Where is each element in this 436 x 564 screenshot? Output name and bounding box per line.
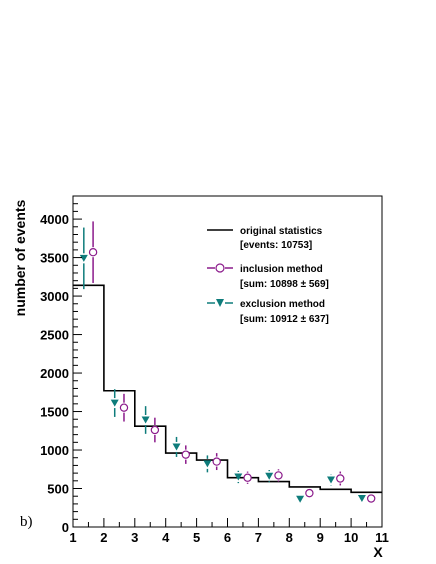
inclusion-point	[366, 494, 376, 503]
x-tick-label: 4	[162, 530, 170, 545]
exclusion-point	[327, 476, 336, 484]
y-tick-label: 1500	[40, 405, 69, 420]
inclusion-point	[336, 474, 345, 483]
legend-marker-exclusion	[216, 299, 224, 307]
inclusion-point	[119, 403, 129, 412]
y-tick-label: 1000	[40, 443, 69, 458]
legend-item-exclusion: exclusion method [sum: 10912 ± 637]	[207, 299, 329, 325]
inclusion-point	[88, 247, 98, 257]
legend-sub-exclusion: [sum: 10912 ± 637]	[240, 314, 329, 325]
inclusion-point	[150, 425, 160, 435]
y-tick-label: 4000	[40, 212, 69, 227]
y-tick-label: 3000	[40, 289, 69, 304]
x-axis-title: X	[373, 544, 383, 560]
y-tick-label: 2000	[40, 366, 69, 381]
exclusion-point	[79, 254, 88, 262]
x-tick-label: 8	[286, 530, 293, 545]
x-tick-label: 10	[344, 530, 358, 545]
x-tick-label: 3	[131, 530, 138, 545]
legend-marker-inclusion	[215, 263, 225, 273]
x-tick-label: 11	[375, 530, 389, 545]
exclusion-point	[203, 460, 212, 468]
exclusion-point	[234, 473, 243, 481]
exclusion-point	[172, 443, 181, 451]
exclusion-point	[141, 416, 150, 424]
x-tick-label: 7	[255, 530, 262, 545]
exclusion-point	[265, 472, 274, 480]
legend: original statistics [events: 10753] incl…	[207, 226, 329, 325]
y-tick-label: 3500	[40, 251, 69, 266]
exclusion-point	[296, 495, 305, 503]
x-tick-label: 2	[100, 530, 107, 545]
legend-sub-original: [events: 10753]	[240, 240, 312, 251]
legend-item-inclusion: inclusion method [sum: 10898 ± 569]	[207, 263, 329, 290]
histogram-line	[73, 284, 382, 494]
inclusion-point	[274, 471, 283, 480]
exclusion-point	[110, 399, 119, 407]
exclusion-point	[357, 495, 366, 503]
inclusion-point	[212, 457, 221, 466]
y-tick-label: 500	[47, 482, 69, 497]
histogram-layer	[73, 284, 382, 494]
points-layer	[79, 221, 376, 503]
inclusion-point	[243, 473, 252, 482]
x-tick-label: 9	[317, 530, 324, 545]
legend-sub-inclusion: [sum: 10898 ± 569]	[240, 279, 329, 290]
x-tick-label: 5	[193, 530, 200, 545]
ticks-layer: 0 500 1000 1500 2000 2500 3000 3500 4000 1 2 3 4 5 6 7 8…	[40, 203, 389, 545]
inclusion-point	[181, 450, 190, 459]
y-tick-label: 0	[62, 520, 69, 535]
inclusion-point	[305, 488, 314, 498]
legend-label-inclusion: inclusion method	[240, 264, 323, 275]
y-axis-title: number of events	[12, 199, 28, 316]
legend-item-original: original statistics [events: 10753]	[207, 226, 323, 251]
x-tick-label: 6	[224, 530, 231, 545]
x-tick-label: 1	[69, 530, 76, 545]
legend-label-original: original statistics	[240, 226, 323, 237]
legend-label-exclusion: exclusion method	[240, 299, 325, 310]
panel-label: b)	[20, 514, 33, 530]
y-tick-label: 2500	[40, 328, 69, 343]
